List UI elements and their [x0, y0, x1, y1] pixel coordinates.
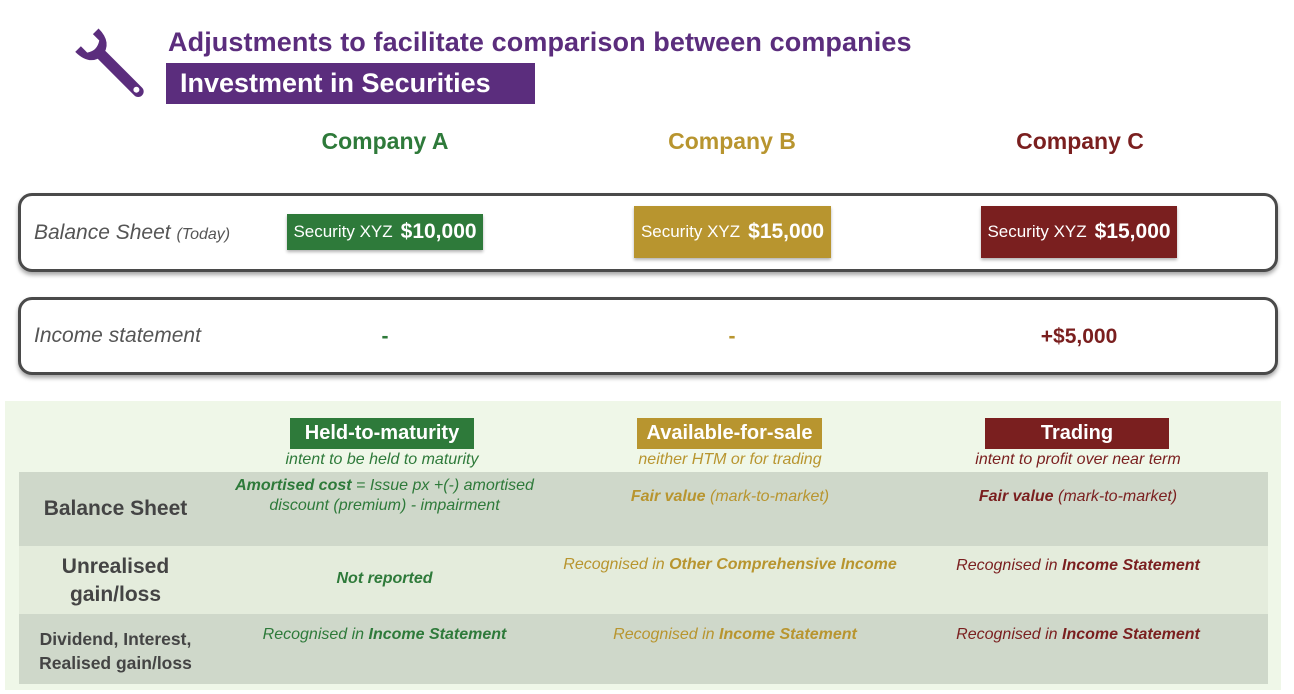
income-value-b: - [728, 325, 736, 348]
security-name: Security XYZ [640, 222, 741, 241]
security-amount: $10,000 [400, 220, 477, 243]
cell-text: (mark-to-market) [705, 488, 830, 505]
cell-bs-trading: Fair value (mark-to-market) [908, 488, 1248, 506]
income-statement-label: Income statement [34, 324, 201, 347]
security-box-b: Security XYZ $15,000 [634, 206, 831, 258]
cell-prefix: Recognised in [563, 556, 670, 573]
cell-div-trading: Recognised in Income Statement [908, 626, 1248, 644]
security-amount: $15,000 [1094, 220, 1171, 243]
cell-bold: Not reported [336, 570, 433, 587]
category-desc-a: intent to be held to maturity [285, 451, 479, 468]
category-desc-b: neither HTM or for trading [638, 451, 822, 468]
cell-div-afs: Recognised in Income Statement [565, 626, 905, 644]
income-value-c: +$5,000 [1040, 325, 1118, 348]
category-held-to-maturity: Held-to-maturity [290, 418, 474, 449]
table-row [19, 472, 1268, 546]
security-name: Security XYZ [987, 222, 1087, 241]
row-label-dividend: Dividend, Interest, Realised gain/loss [39, 629, 192, 673]
company-c-heading: Company C [1016, 128, 1144, 154]
table-row [19, 546, 1268, 614]
cell-text: (mark-to-market) [1053, 488, 1178, 505]
cell-ugl-htm: Not reported [212, 570, 557, 588]
cell-prefix: Recognised in [262, 626, 369, 643]
cell-prefix: Recognised in [613, 626, 720, 643]
cell-bold: Other Comprehensive Income [669, 556, 897, 573]
cell-prefix: Recognised in [956, 557, 1063, 574]
company-b-heading: Company B [668, 128, 796, 154]
cell-bold: Income Statement [368, 626, 507, 643]
cell-bold: Income Statement [1062, 557, 1200, 574]
balance-sheet-label: Balance Sheet (Today) [34, 221, 230, 245]
cell-bold: Fair value [630, 488, 706, 505]
wrench-icon [75, 28, 144, 97]
income-value-a: - [381, 325, 389, 348]
company-a-heading: Company A [321, 128, 449, 154]
cell-bs-htm: Amortised cost = Issue px +(-) amortised… [212, 476, 557, 516]
page-title: Adjustments to facilitate comparison bet… [168, 27, 912, 57]
category-trading: Trading [985, 418, 1169, 449]
balance-sheet-label-text: Balance Sheet [34, 221, 171, 244]
security-amount: $15,000 [748, 220, 825, 243]
income-statement-box [18, 297, 1278, 375]
category-available-for-sale: Available-for-sale [637, 418, 822, 449]
security-box-a: Security XYZ $10,000 [287, 214, 483, 250]
page-subtitle: Investment in Securities [166, 63, 535, 104]
cell-bs-afs: Fair value (mark-to-market) [560, 488, 900, 506]
category-desc-c: intent to profit over near term [975, 451, 1181, 468]
cell-text: = Issue px +(-) amortised discount (prem… [269, 477, 534, 514]
cell-ugl-trading: Recognised in Income Statement [908, 557, 1248, 575]
security-name: Security XYZ [293, 222, 393, 241]
balance-sheet-label-note: (Today) [176, 226, 231, 243]
cell-ugl-afs: Recognised in Other Comprehensive Income [535, 556, 925, 574]
cell-bold: Fair value [978, 488, 1054, 505]
cell-bold: Income Statement [719, 626, 857, 643]
table-row [19, 614, 1268, 684]
row-label-balance-sheet: Balance Sheet [43, 497, 188, 520]
cell-bold: Income Statement [1062, 626, 1200, 643]
cell-bold: Amortised cost [235, 477, 352, 494]
cell-prefix: Recognised in [956, 626, 1063, 643]
cell-div-htm: Recognised in Income Statement [212, 626, 557, 644]
row-label-unrealised: Unrealised gain/loss [61, 555, 170, 606]
security-box-c: Security XYZ $15,000 [981, 206, 1177, 258]
